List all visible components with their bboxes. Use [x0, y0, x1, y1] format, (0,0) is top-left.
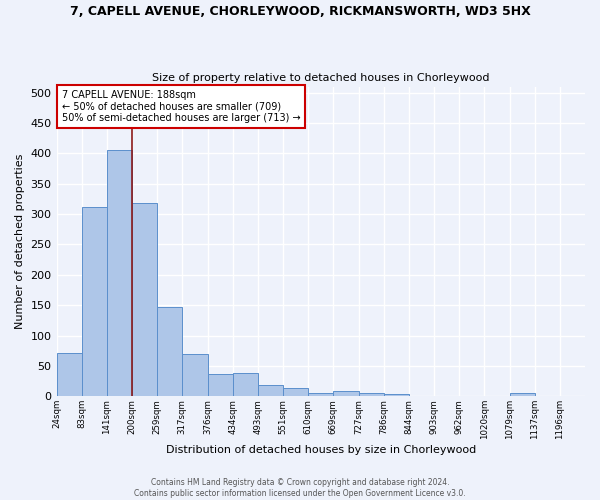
Title: Size of property relative to detached houses in Chorleywood: Size of property relative to detached ho… [152, 73, 490, 83]
Text: 7, CAPELL AVENUE, CHORLEYWOOD, RICKMANSWORTH, WD3 5HX: 7, CAPELL AVENUE, CHORLEYWOOD, RICKMANSW… [70, 5, 530, 18]
Bar [509, 394, 535, 396]
Bar [334, 392, 359, 396]
Bar [233, 373, 258, 396]
Bar [132, 202, 157, 396]
Bar [208, 374, 233, 396]
Bar [157, 307, 182, 396]
Bar [258, 385, 283, 396]
Bar [283, 388, 308, 396]
Bar [56, 352, 82, 397]
Bar [359, 394, 383, 396]
Bar [107, 150, 132, 396]
Text: Contains HM Land Registry data © Crown copyright and database right 2024.
Contai: Contains HM Land Registry data © Crown c… [134, 478, 466, 498]
Bar [308, 392, 334, 396]
Bar [82, 208, 107, 396]
Y-axis label: Number of detached properties: Number of detached properties [15, 154, 25, 329]
Bar [383, 394, 409, 396]
X-axis label: Distribution of detached houses by size in Chorleywood: Distribution of detached houses by size … [166, 445, 476, 455]
Bar [182, 354, 208, 397]
Text: 7 CAPELL AVENUE: 188sqm
← 50% of detached houses are smaller (709)
50% of semi-d: 7 CAPELL AVENUE: 188sqm ← 50% of detache… [62, 90, 301, 123]
